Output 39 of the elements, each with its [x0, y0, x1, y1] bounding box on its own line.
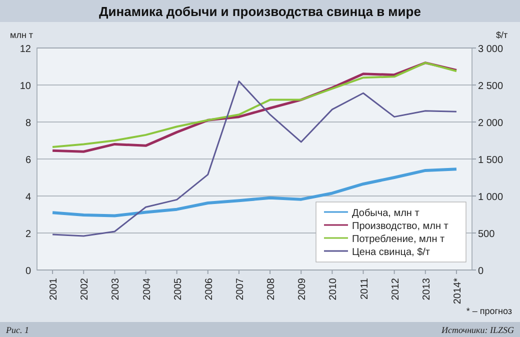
legend-label: Потребление, млн т — [352, 234, 446, 245]
x-tick-label: 2011 — [359, 278, 370, 300]
y-tick-label: 10 — [20, 81, 32, 92]
x-tick-label: 2003 — [110, 278, 122, 300]
y2-tick-label: 500 — [478, 229, 496, 240]
chart-title: Динамика добычи и производства свинца в мире — [99, 4, 421, 19]
text: Источники: ILZSG — [440, 325, 514, 335]
x-tick-label: 2014* — [452, 278, 464, 304]
y-tick-label: 8 — [25, 118, 32, 129]
y-tick-label: 12 — [20, 44, 32, 55]
y-tick-label: 2 — [25, 229, 32, 240]
y-axis-title: млн т — [10, 30, 34, 40]
y-tick-label: 6 — [25, 155, 32, 166]
x-tick-label: 2004 — [142, 278, 153, 300]
x-tick-label: 2001 — [48, 278, 60, 300]
x-tick-label: 2010 — [328, 278, 340, 300]
legend-label: Производство, млн т — [352, 221, 449, 232]
y2-tick-label: 3 000 — [478, 44, 504, 55]
y2-tick-label: 1 500 — [478, 155, 504, 166]
legend-label: Добыча, млн т — [352, 208, 420, 219]
legend-label: Цена свинца, $/т — [352, 247, 430, 258]
y-tick-label: 4 — [25, 192, 32, 203]
line-series — [51, 168, 458, 218]
x-tick-label: 2005 — [172, 278, 184, 300]
y2-tick-label: 2 500 — [478, 81, 504, 92]
x-tick-label: 2007 — [234, 278, 246, 300]
text: Рис. 1 — [5, 325, 29, 335]
text: * – прогноз — [466, 306, 512, 316]
x-tick-label: 2002 — [80, 278, 91, 300]
y2-tick-label: 0 — [478, 266, 484, 277]
x-tick-label: 2008 — [266, 278, 278, 300]
x-tick-label: 2006 — [204, 278, 215, 300]
y2-tick-label: 1 000 — [478, 192, 504, 203]
y2-axis-title: $/т — [496, 30, 508, 40]
x-tick-label: 2009 — [297, 278, 308, 300]
y2-tick-label: 2 000 — [478, 118, 504, 129]
x-tick-label: 2013 — [421, 278, 432, 300]
y-tick-label: 0 — [25, 266, 32, 277]
x-tick-label: 2012 — [390, 278, 402, 300]
